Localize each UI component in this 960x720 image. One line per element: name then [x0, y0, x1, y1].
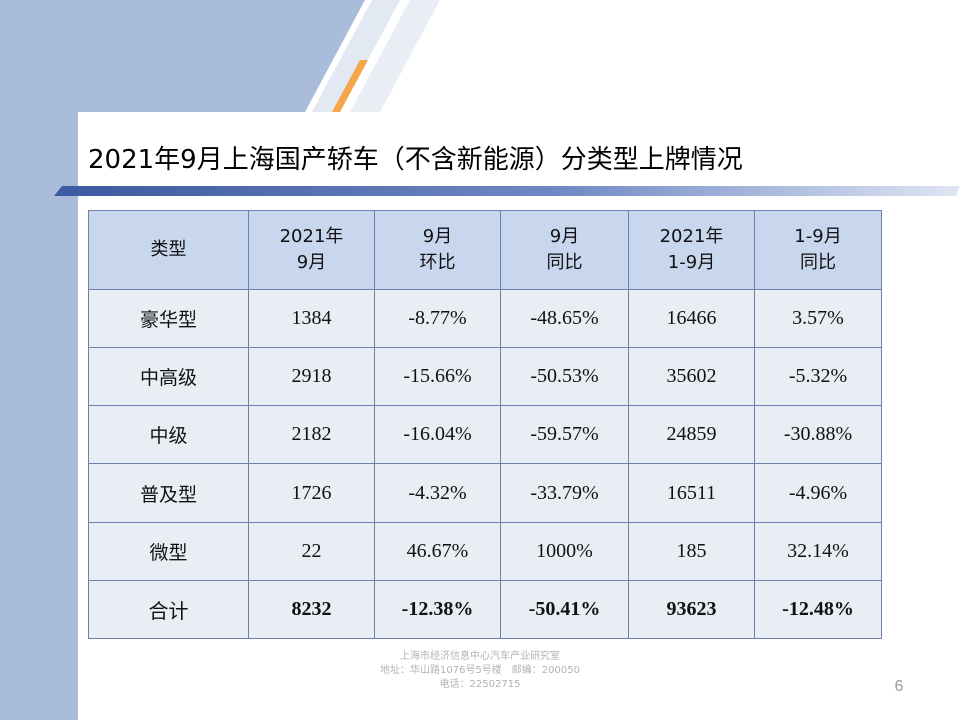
cell-yoy: 1000%	[500, 521, 629, 581]
table-total-row: 合计 8232 -12.38% -50.41% 93623 -12.48%	[88, 579, 882, 640]
cell-mom: -15.66%	[374, 347, 501, 407]
cell-mom: -8.77%	[374, 288, 501, 349]
cell-yoy: -50.53%	[500, 347, 629, 407]
footer-org: 上海市经济信息中心汽车产业研究室	[400, 651, 560, 662]
cell-ytd-yoy: -12.48%	[754, 579, 882, 640]
page-number: 6	[894, 678, 904, 695]
cell-ytd-volume: 24859	[628, 405, 755, 465]
table-row: 普及型 1726 -4.32% -33.79% 16511 -4.96%	[88, 463, 882, 523]
row-category: 微型	[88, 521, 249, 581]
cell-sep-volume: 2918	[248, 347, 375, 407]
col-header-type: 类型	[88, 210, 249, 290]
cell-mom: -16.04%	[374, 405, 501, 465]
cell-ytd-volume: 35602	[628, 347, 755, 407]
table-row: 中级 2182 -16.04% -59.57% 24859 -30.88%	[88, 405, 882, 465]
col-header-sep-2021: 2021年 9月	[248, 210, 375, 290]
table-header-row: 类型 2021年 9月 9月 环比 9月 同比 2021年 1-9月 1-9月 同比	[88, 210, 882, 290]
registration-table: 类型 2021年 9月 9月 环比 9月 同比 2021年 1-9月 1-9月 同比 豪华…	[88, 210, 882, 640]
cell-ytd-volume: 16466	[628, 288, 755, 349]
top-decoration	[0, 0, 440, 112]
col-header-yoy: 9月 同比	[500, 210, 629, 290]
cell-ytd-yoy: -5.32%	[754, 347, 882, 407]
cell-ytd-volume: 185	[628, 521, 755, 581]
cell-ytd-yoy: 3.57%	[754, 288, 882, 349]
cell-ytd-yoy: -30.88%	[754, 405, 882, 465]
row-category: 中级	[88, 405, 249, 465]
cell-mom: 46.67%	[374, 521, 501, 581]
cell-ytd-yoy: 32.14%	[754, 521, 882, 581]
col-header-mom: 9月 环比	[374, 210, 501, 290]
cell-ytd-volume: 93623	[628, 579, 755, 640]
cell-yoy: -59.57%	[500, 405, 629, 465]
cell-ytd-yoy: -4.96%	[754, 463, 882, 523]
table-row: 豪华型 1384 -8.77% -48.65% 16466 3.57%	[88, 288, 882, 349]
title-underline-bar	[54, 186, 960, 196]
cell-mom: -12.38%	[374, 579, 501, 640]
col-header-ytd-2021: 2021年 1-9月	[628, 210, 755, 290]
cell-yoy: -33.79%	[500, 463, 629, 523]
row-category: 普及型	[88, 463, 249, 523]
table-row: 中高级 2918 -15.66% -50.53% 35602 -5.32%	[88, 347, 882, 407]
row-category: 中高级	[88, 347, 249, 407]
side-band	[0, 0, 78, 720]
footer-phone: 电话：22502715	[439, 679, 521, 690]
cell-sep-volume: 8232	[248, 579, 375, 640]
row-category: 合计	[88, 579, 249, 640]
cell-sep-volume: 22	[248, 521, 375, 581]
cell-sep-volume: 1726	[248, 463, 375, 523]
cell-sep-volume: 1384	[248, 288, 375, 349]
table-row: 微型 22 46.67% 1000% 185 32.14%	[88, 521, 882, 581]
footer-contact: 上海市经济信息中心汽车产业研究室 地址：华山路1076号5号楼 邮编：20005…	[345, 650, 615, 692]
col-header-ytd-yoy: 1-9月 同比	[754, 210, 882, 290]
cell-yoy: -48.65%	[500, 288, 629, 349]
slide-title: 2021年9月上海国产轿车（不含新能源）分类型上牌情况	[88, 145, 743, 175]
cell-mom: -4.32%	[374, 463, 501, 523]
footer-address: 地址：华山路1076号5号楼 邮编：200050	[380, 665, 580, 676]
cell-yoy: -50.41%	[500, 579, 629, 640]
cell-ytd-volume: 16511	[628, 463, 755, 523]
row-category: 豪华型	[88, 288, 249, 349]
cell-sep-volume: 2182	[248, 405, 375, 465]
